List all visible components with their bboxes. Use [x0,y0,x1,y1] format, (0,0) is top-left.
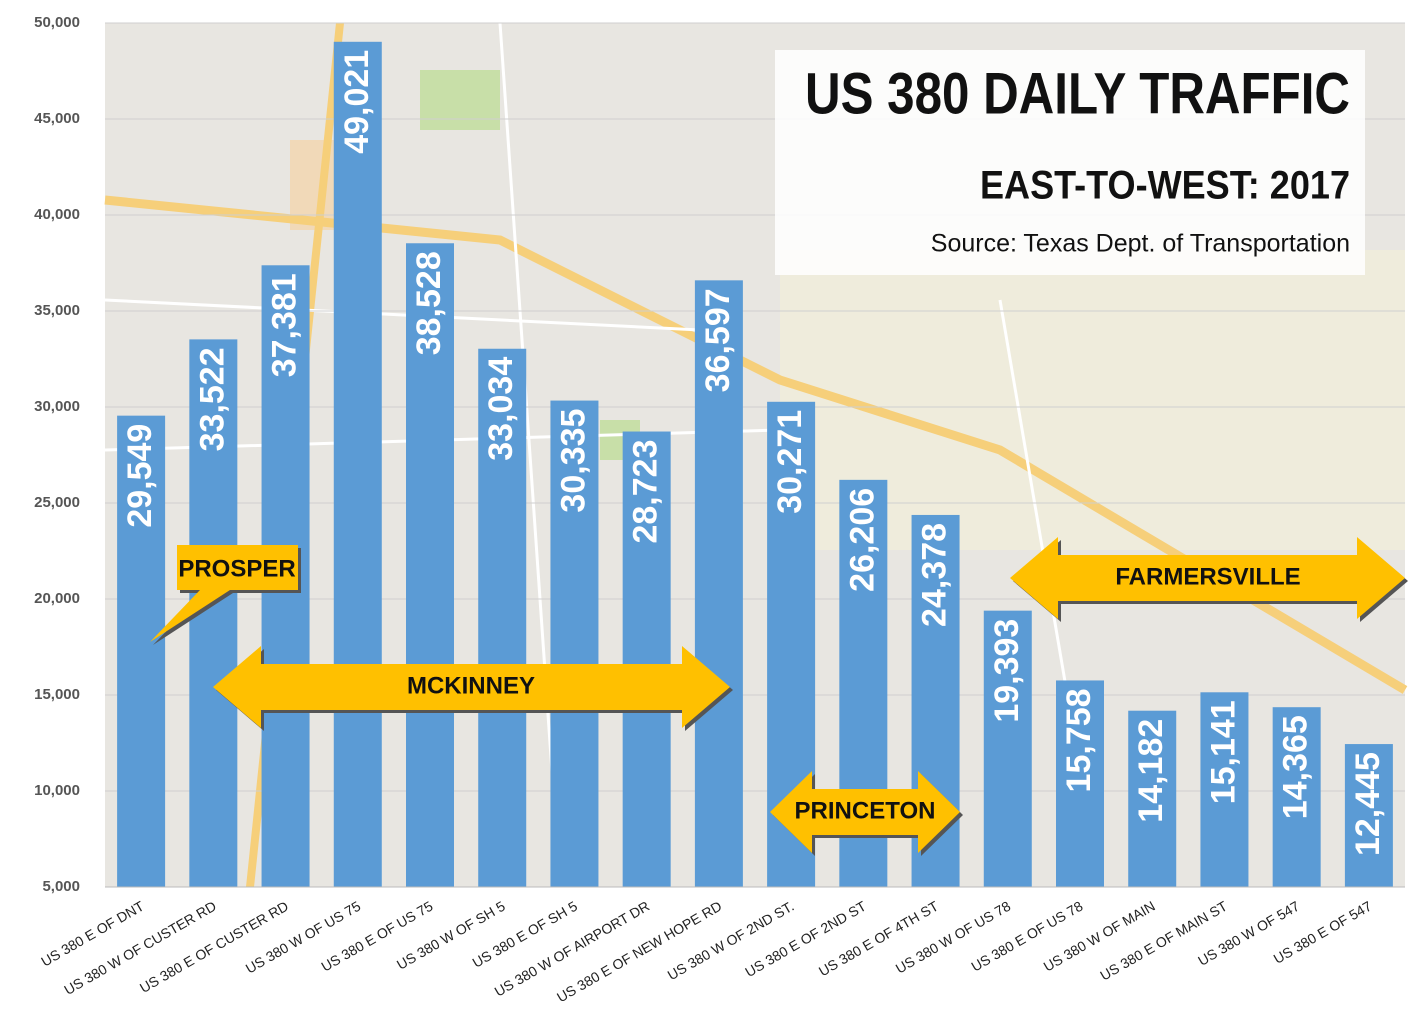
bar [1344,744,1393,887]
bar [550,400,599,887]
bar [622,431,671,887]
value-label: 24,378 [916,523,954,627]
value-label: 30,335 [554,409,592,513]
annotation-label: PROSPER [178,555,295,582]
annotation-shape [1010,537,1405,619]
value-label: 15,141 [1204,700,1242,804]
bar [694,280,743,887]
annotation-label: FARMERSVILLE [1115,563,1300,590]
y-tick-label: 50,000 [34,14,80,31]
value-label: 12,445 [1349,752,1387,856]
bar [1128,710,1177,887]
value-label: 49,021 [338,50,376,154]
source: Source: Texas Dept. of Transportation [931,230,1350,258]
value-label: 15,758 [1060,688,1098,792]
chart-subtitle: EAST-TO-WEST: 2017 [980,164,1350,208]
title-box [775,50,1365,275]
x-tick-label: US 380 E OF 4TH ST [816,898,942,980]
bar [117,415,166,887]
bar [478,348,527,887]
bar [983,610,1032,887]
value-label: 19,393 [988,619,1026,723]
y-tick-label: 35,000 [34,302,80,319]
annotation-label: MCKINNEY [407,672,535,699]
value-label: 29,549 [121,424,159,528]
y-tick-label: 45,000 [34,110,80,127]
annotation-shape [150,545,298,642]
annotation-shape [213,646,730,728]
value-label: 30,271 [771,410,809,514]
bar [1056,680,1104,887]
value-label: 36,597 [699,288,737,392]
x-tick-label: US 380 E OF 2ND ST [742,898,869,981]
value-label: 33,522 [193,347,231,451]
value-label: 14,365 [1277,715,1315,819]
value-label: 26,206 [843,488,881,592]
bar [406,243,454,888]
x-tick-label: US 380 W OF 2ND ST. [665,898,797,983]
y-tick-label: 5,000 [42,878,80,895]
bar [1200,692,1249,887]
y-tick-label: 10,000 [34,782,80,799]
y-tick-label: 15,000 [34,686,80,703]
annotation-shape [770,771,960,853]
y-tick-label: 25,000 [34,494,80,511]
value-label: 37,381 [266,273,304,377]
value-label: 14,182 [1132,719,1170,823]
x-tick-label: US 380 E OF MAIN ST [1097,898,1230,984]
value-label: 38,528 [410,251,448,355]
bar [1272,707,1321,887]
bar [333,41,382,887]
annotations: PROSPER MCKINNEY PRINCETON FARMERSVILLE [150,537,1408,856]
value-label: 33,034 [482,357,520,461]
y-tick-label: 20,000 [34,590,80,607]
chart-title: US 380 DAILY TRAFFIC [805,61,1350,126]
value-label: 28,723 [627,440,665,544]
y-tick-label: 30,000 [34,398,80,415]
y-tick-label: 40,000 [34,206,80,223]
annotation-label: PRINCETON [795,797,936,824]
